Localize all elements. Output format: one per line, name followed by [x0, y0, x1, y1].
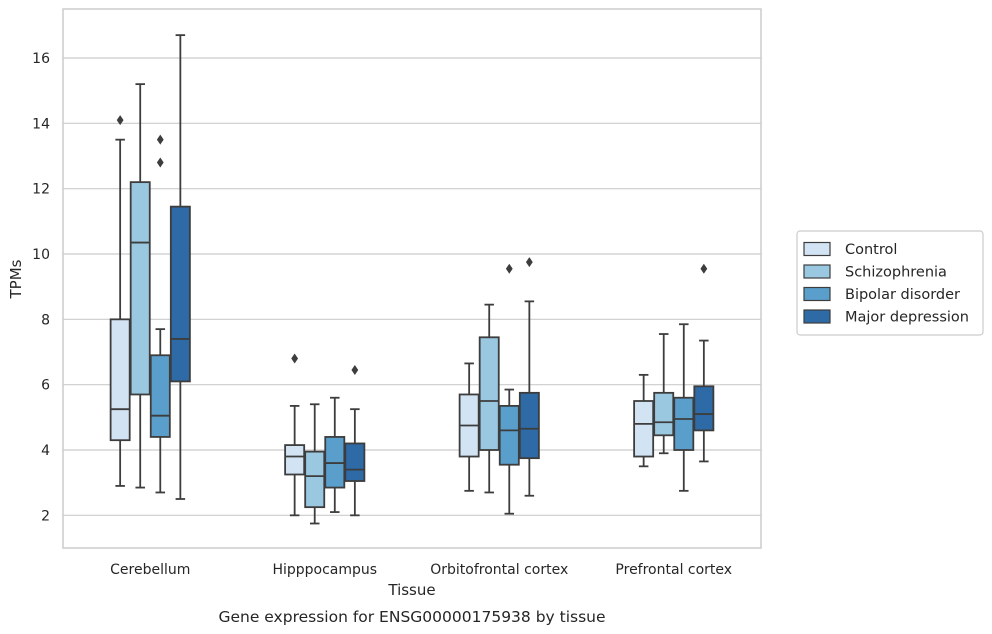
outlier-point	[505, 263, 513, 274]
x-tick-label: Cerebellum	[110, 562, 190, 578]
legend-label: Schizophrenia	[845, 265, 947, 281]
x-axis-title: Tissue	[387, 581, 435, 599]
plot-frame	[62, 8, 762, 549]
outlier-point	[116, 115, 124, 126]
box-body	[129, 181, 151, 396]
box-major-depression	[693, 263, 715, 463]
box-body	[169, 205, 191, 383]
x-tick-label: Hipppocampus	[272, 562, 377, 578]
box-schizophrenia	[129, 83, 151, 489]
box-body	[109, 318, 131, 442]
legend: Control Schizophrenia Bipolar disorder Majo…	[796, 230, 984, 336]
legend-swatch	[803, 286, 831, 302]
y-tick-label: 8	[41, 312, 50, 328]
box-schizophrenia	[478, 303, 500, 494]
box-body	[284, 444, 306, 476]
box-body	[498, 404, 520, 466]
box-body	[518, 391, 540, 460]
box-major-depression	[169, 34, 191, 500]
box-body	[693, 385, 715, 432]
legend-label: Control	[845, 242, 897, 258]
y-tick-label: 16	[32, 51, 50, 67]
box-body	[149, 354, 171, 438]
y-tick-label: 4	[41, 443, 50, 459]
box-series	[109, 34, 715, 525]
box-bipolar-disorder	[498, 263, 520, 515]
legend-swatch	[803, 241, 831, 257]
legend-swatch	[803, 264, 831, 279]
y-tick-label: 6	[41, 378, 50, 394]
box-body	[478, 336, 500, 451]
outlier-point	[700, 263, 708, 274]
legend-label: Major depression	[845, 310, 969, 326]
outlier-point	[351, 364, 359, 375]
legend-frame	[796, 230, 984, 336]
x-tick-label: Orbitofrontal cortex	[430, 562, 568, 578]
box-bipolar-disorder	[324, 396, 346, 513]
outlier-point	[156, 134, 164, 145]
box-body	[344, 442, 366, 482]
box-major-depression	[344, 364, 366, 517]
box-major-depression	[518, 257, 540, 497]
box-schizophrenia	[304, 403, 326, 525]
y-tick-label: 2	[41, 508, 50, 524]
box-control	[109, 115, 131, 487]
box-control	[458, 362, 480, 492]
box-body	[673, 396, 695, 451]
box-body	[304, 450, 326, 509]
box-bipolar-disorder	[149, 134, 171, 494]
legend-label: Bipolar disorder	[845, 287, 960, 303]
y-tick-label: 12	[32, 182, 50, 198]
x-tick-label: Prefrontal cortex	[615, 562, 732, 578]
x-tick-labels: Cerebellum Hipppocampus Orbitofrontal cort…	[110, 562, 732, 578]
y-tick-labels: 2 4 6 8 10 12 14 16	[32, 51, 50, 524]
box-schizophrenia	[653, 333, 675, 455]
outlier-point	[525, 257, 533, 268]
box-bipolar-disorder	[673, 323, 695, 492]
box-body	[653, 391, 675, 437]
box-control	[633, 373, 655, 468]
chart-caption: Gene expression for ENSG00000175938 by t…	[218, 608, 605, 626]
y-tick-label: 10	[32, 247, 50, 263]
legend-swatch	[803, 309, 831, 324]
outlier-point	[156, 157, 164, 168]
y-tick-label: 14	[32, 116, 50, 132]
box-body	[633, 400, 655, 458]
outlier-point	[291, 353, 299, 364]
box-control	[284, 353, 306, 517]
y-axis-title: TPMs	[7, 259, 25, 299]
gridlines	[63, 57, 761, 516]
